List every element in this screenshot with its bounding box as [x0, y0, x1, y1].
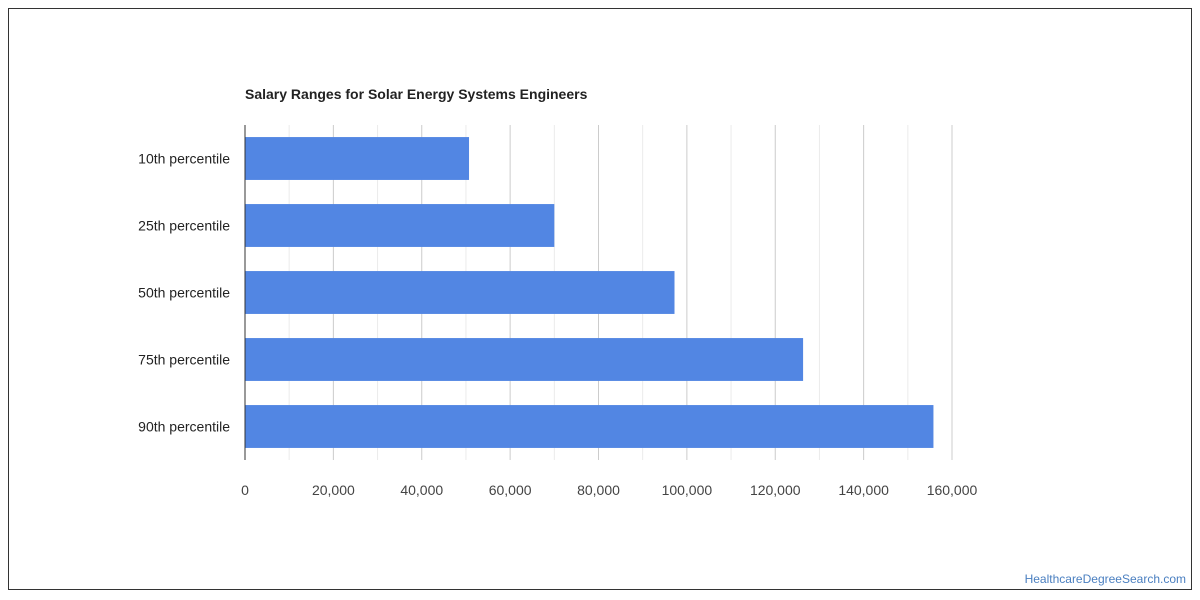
x-tick-labels: 0 20,000 40,000 60,000 80,000 100,000 120,000 1… [241, 482, 977, 498]
category-label: 25th percentile [138, 218, 230, 234]
x-tick-label: 40,000 [400, 482, 443, 498]
x-tick-label: 20,000 [312, 482, 355, 498]
category-label: 10th percentile [138, 151, 230, 167]
x-tick-label: 140,000 [838, 482, 889, 498]
bar [245, 338, 804, 381]
bar [245, 405, 934, 448]
x-tick-label: 100,000 [662, 482, 713, 498]
x-tick-label: 160,000 [927, 482, 978, 498]
bars [245, 137, 934, 448]
x-tick-label: 0 [241, 482, 249, 498]
watermark[interactable]: HealthcareDegreeSearch.com [1024, 572, 1186, 586]
category-label: 50th percentile [138, 285, 230, 301]
category-labels: 10th percentile 25th percentile 50th perce… [138, 151, 230, 435]
category-label: 75th percentile [138, 352, 230, 368]
category-label: 90th percentile [138, 419, 230, 435]
x-tick-label: 80,000 [577, 482, 620, 498]
bar [245, 271, 675, 314]
bar [245, 204, 555, 247]
bar [245, 137, 470, 180]
x-tick-label: 120,000 [750, 482, 801, 498]
x-tick-label: 60,000 [489, 482, 532, 498]
chart-title: Salary Ranges for Solar Energy Systems E… [245, 86, 588, 102]
